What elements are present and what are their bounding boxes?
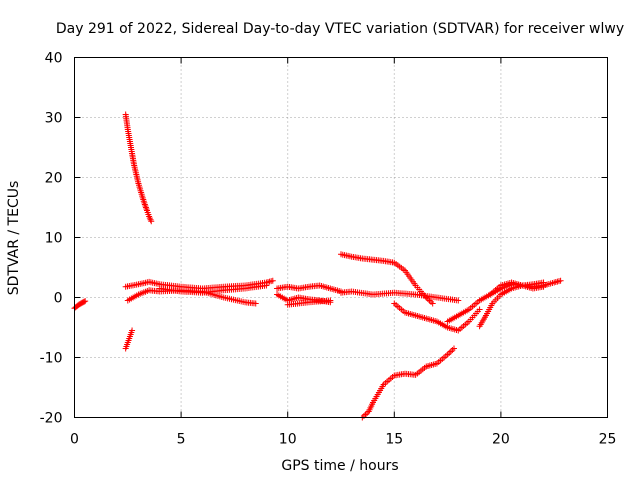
series-arc-7 xyxy=(274,282,344,295)
series-arc-16 xyxy=(487,279,547,298)
data-point xyxy=(449,347,456,353)
data-point xyxy=(446,350,453,356)
chart-title: Day 291 of 2022, Sidereal Day-to-day VTE… xyxy=(56,21,624,37)
data-point xyxy=(362,411,369,418)
x-tick-label: 15 xyxy=(385,432,403,448)
series-arc-9 xyxy=(284,297,334,308)
y-tick-label: 10 xyxy=(45,231,63,247)
data-point xyxy=(81,298,88,305)
data-point xyxy=(252,300,259,307)
data-point xyxy=(129,327,136,334)
data-point xyxy=(450,345,457,352)
data-point xyxy=(540,283,547,290)
series-arc-1 xyxy=(71,298,89,312)
series-arc-2 xyxy=(122,111,155,225)
data-point xyxy=(447,348,454,355)
data-point xyxy=(455,297,462,304)
y-tick-label: 20 xyxy=(45,171,63,187)
data-point xyxy=(557,277,564,284)
y-tick-label: 40 xyxy=(45,51,63,67)
data-point xyxy=(263,282,270,289)
data-points xyxy=(71,111,564,421)
y-tick-label: -20 xyxy=(40,411,63,427)
series-arc-10 xyxy=(338,288,462,304)
data-point xyxy=(82,298,89,305)
x-tick-label: 10 xyxy=(279,432,297,448)
data-point xyxy=(143,206,150,212)
y-tick-label: 0 xyxy=(54,291,63,307)
series-arc-11 xyxy=(338,251,436,307)
plot-frame xyxy=(74,57,608,418)
data-point xyxy=(360,413,367,419)
series-arc-6 xyxy=(156,282,270,296)
series-arc-5 xyxy=(124,287,259,307)
x-tick-label: 25 xyxy=(599,432,617,448)
y-axis-label: SDTVAR / TECUs xyxy=(6,181,22,296)
series-arc-3 xyxy=(122,327,136,352)
data-point xyxy=(269,277,276,284)
series-arc-13 xyxy=(359,345,457,421)
data-point xyxy=(429,300,436,307)
x-tick-label: 20 xyxy=(492,432,510,448)
y-tick-label: 30 xyxy=(45,111,63,127)
data-point xyxy=(142,203,149,209)
axis-ticks: 0 5 10 15 20 25 -20 -10 0 10 20 30 40 xyxy=(40,51,617,448)
grid xyxy=(74,57,608,418)
x-tick-label: 0 xyxy=(70,432,79,448)
data-point xyxy=(327,297,334,304)
y-tick-label: -10 xyxy=(40,351,63,367)
series-arc-12 xyxy=(391,300,483,334)
data-point xyxy=(148,218,155,225)
data-point xyxy=(476,306,483,313)
x-tick-label: 5 xyxy=(177,432,186,448)
x-axis-label: GPS time / hours xyxy=(281,458,398,474)
